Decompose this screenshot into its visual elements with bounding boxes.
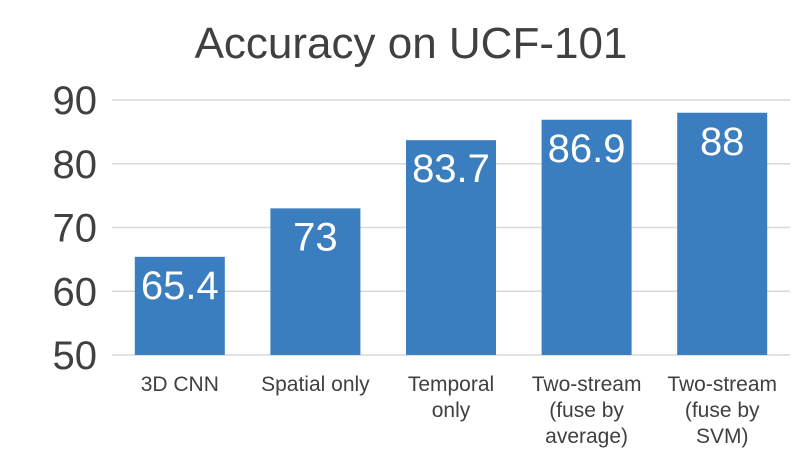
- value-label-3: 86.9: [548, 127, 626, 171]
- x-tick-label-3-line-1: (fuse by: [549, 399, 624, 422]
- x-tick-label-3-line-0: Two-stream: [532, 373, 642, 396]
- bar-0: [134, 256, 225, 355]
- chart-title: Accuracy on UCF-101: [195, 19, 628, 68]
- y-tick-label-2: 70: [53, 207, 98, 251]
- bar-3: [541, 119, 632, 355]
- bar-1: [270, 208, 361, 355]
- x-tick-label-4-line-1: (fuse by: [685, 399, 760, 422]
- bar-2: [406, 140, 496, 355]
- x-tick-label-4-line-0: Two-stream: [667, 373, 777, 396]
- x-tick-label-4-line-2: SVM): [696, 425, 749, 448]
- x-tick-label-2-line-1: only: [432, 399, 471, 422]
- value-labels: 65.4 73 83.7 86.9 88: [141, 120, 745, 308]
- x-tick-label-0-line-0: 3D CNN: [141, 373, 219, 396]
- y-tick-label-1: 60: [53, 270, 98, 314]
- value-label-4: 88: [700, 120, 745, 164]
- bar-4: [677, 112, 768, 355]
- y-tick-label-0: 50: [53, 334, 98, 378]
- value-label-2: 83.7: [412, 147, 490, 191]
- y-tick-label-3: 80: [53, 143, 98, 187]
- x-axis-category-labels: 3D CNN Spatial only Temporal only Two-stream…: [141, 373, 777, 448]
- bars: [134, 112, 768, 355]
- x-tick-label-2-line-0: Temporal: [408, 373, 494, 396]
- value-label-0: 65.4: [141, 264, 219, 308]
- y-axis-tick-labels: 50 60 70 80 90: [53, 79, 98, 378]
- value-label-1: 73: [293, 215, 338, 259]
- x-tick-label-1-line-0: Spatial only: [261, 373, 370, 396]
- y-tick-label-4: 90: [53, 79, 98, 123]
- x-tick-label-3-line-2: average): [545, 425, 628, 448]
